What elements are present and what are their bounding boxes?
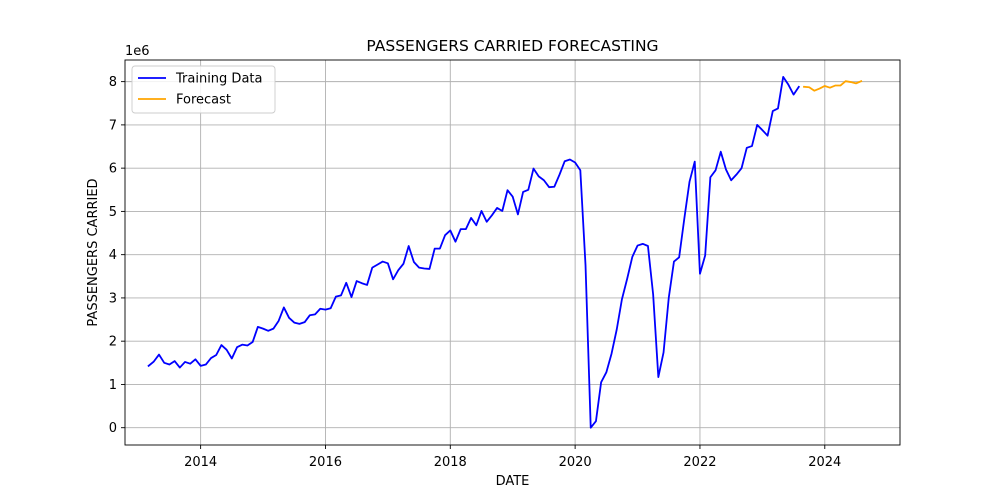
y-tick-label: 8	[109, 75, 117, 90]
y-tick-label: 1	[109, 378, 117, 393]
x-tick-label: 2014	[184, 455, 217, 470]
y-tick-label: 5	[109, 205, 117, 220]
chart-title: PASSENGERS CARRIED FORECASTING	[366, 37, 658, 55]
y-tick-label: 4	[109, 248, 117, 263]
y-tick-label: 6	[109, 162, 117, 177]
series-line-forecast	[803, 80, 863, 92]
x-tick-label: 2022	[683, 455, 716, 470]
legend: Training Data Forecast	[131, 65, 276, 114]
y-axis-label: PASSENGERS CARRIED	[86, 178, 101, 326]
x-tick-label: 2020	[559, 455, 592, 470]
x-tick-label: 2016	[309, 455, 342, 470]
y-axis-ticks: 0 1 2 3 4 5 6 7 8	[109, 75, 125, 436]
series-line-training-data	[147, 75, 801, 429]
series-layer	[147, 75, 863, 429]
x-tick-label: 2024	[808, 455, 841, 470]
grid-layer	[125, 60, 900, 445]
legend-label-training-data: Training Data	[175, 72, 262, 87]
y-tick-label: 7	[109, 118, 117, 133]
y-axis-offset-label: 1e6	[125, 44, 150, 59]
y-tick-label: 3	[109, 291, 117, 306]
y-tick-label: 0	[109, 421, 117, 436]
legend-label-forecast: Forecast	[176, 93, 231, 108]
x-axis-label: DATE	[496, 474, 530, 489]
y-tick-label: 2	[109, 335, 117, 350]
legend-box	[131, 65, 276, 114]
x-axis-ticks: 2014 2016 2018 2020 2022 2024	[184, 445, 841, 470]
plot-frame	[124, 59, 901, 446]
x-tick-label: 2018	[434, 455, 467, 470]
